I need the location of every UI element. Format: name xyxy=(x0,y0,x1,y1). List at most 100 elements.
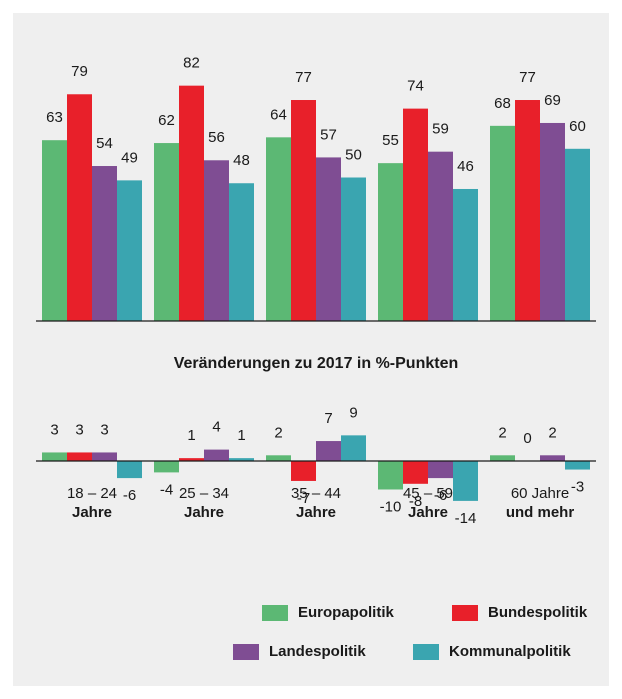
bar xyxy=(266,455,291,461)
bar xyxy=(540,455,565,461)
bar xyxy=(179,458,204,461)
bar xyxy=(229,183,254,321)
value-label: 55 xyxy=(382,132,399,149)
bar xyxy=(204,449,229,461)
value-label: 9 xyxy=(349,404,357,421)
bar xyxy=(117,461,142,479)
x-tick-label: 35 – 44 xyxy=(291,485,341,502)
bar xyxy=(490,455,515,461)
value-label: 1 xyxy=(187,427,195,444)
value-label: 0 xyxy=(523,430,531,447)
bar xyxy=(204,160,229,321)
value-label: 7 xyxy=(324,410,332,427)
bar xyxy=(428,151,453,321)
value-label: 46 xyxy=(457,158,474,175)
bar xyxy=(515,100,540,321)
value-label: 77 xyxy=(519,69,536,86)
legend-swatch xyxy=(413,644,439,660)
bar xyxy=(117,180,142,321)
bar xyxy=(403,108,428,322)
bar xyxy=(316,157,341,321)
value-label: 69 xyxy=(544,92,561,109)
value-label: 56 xyxy=(208,129,225,146)
bar xyxy=(453,188,478,321)
value-label: 49 xyxy=(121,149,138,166)
x-tick-label: Jahre xyxy=(72,504,112,521)
bar xyxy=(92,166,117,321)
x-tick-label: 25 – 34 xyxy=(179,485,229,502)
bar xyxy=(67,94,92,322)
bar xyxy=(428,461,453,479)
bar xyxy=(453,461,478,501)
legend-label: Kommunalpolitik xyxy=(449,643,571,660)
value-label: -6 xyxy=(123,487,136,504)
value-label: 63 xyxy=(46,109,63,126)
value-label: 82 xyxy=(183,55,200,72)
bar xyxy=(42,140,67,321)
bar xyxy=(316,441,341,461)
value-label: 2 xyxy=(274,424,282,441)
value-label: 3 xyxy=(75,421,83,438)
value-label: 74 xyxy=(407,78,424,95)
value-label: 2 xyxy=(498,424,506,441)
legend-swatch xyxy=(233,644,259,660)
bar xyxy=(565,461,590,470)
value-label: 68 xyxy=(494,95,511,112)
bar xyxy=(403,461,428,484)
value-label: 4 xyxy=(212,419,220,436)
value-label: 1 xyxy=(237,427,245,444)
bar xyxy=(341,435,366,461)
value-label: 2 xyxy=(548,424,556,441)
bar xyxy=(378,163,403,321)
value-label: 64 xyxy=(270,106,287,123)
bar xyxy=(154,143,179,321)
value-label: 54 xyxy=(96,135,113,152)
bar xyxy=(565,148,590,321)
legend-label: Landespolitik xyxy=(269,643,366,660)
bar xyxy=(378,461,403,490)
legend-label: Bundespolitik xyxy=(488,604,588,621)
legend-label: Europapolitik xyxy=(298,604,394,621)
bar xyxy=(266,137,291,321)
value-label: -10 xyxy=(380,498,402,515)
bar xyxy=(490,125,515,321)
bar xyxy=(341,177,366,321)
bar xyxy=(229,458,254,461)
x-tick-label: und mehr xyxy=(506,504,574,521)
value-label: -3 xyxy=(571,479,584,496)
bar xyxy=(67,452,92,461)
bar xyxy=(92,452,117,461)
bar xyxy=(42,452,67,461)
value-label: 77 xyxy=(295,69,312,86)
bar xyxy=(154,461,179,473)
bar xyxy=(291,461,316,481)
bar xyxy=(540,122,565,321)
value-label: 79 xyxy=(71,63,88,80)
x-tick-label: Jahre xyxy=(296,504,336,521)
value-label: -4 xyxy=(160,481,173,498)
value-label: 60 xyxy=(569,118,586,135)
value-label: -6 xyxy=(434,487,447,504)
legend-swatch xyxy=(262,605,288,621)
value-label: -7 xyxy=(297,490,310,507)
value-label: -8 xyxy=(409,493,422,510)
value-label: 57 xyxy=(320,126,337,143)
value-label: 59 xyxy=(432,121,449,138)
value-label: 3 xyxy=(50,421,58,438)
chart-subtitle: Veränderungen zu 2017 in %-Punkten xyxy=(174,355,459,372)
x-tick-label: Jahre xyxy=(408,504,448,521)
legend-swatch xyxy=(452,605,478,621)
bar xyxy=(179,85,204,321)
value-label: 3 xyxy=(100,421,108,438)
value-label: 62 xyxy=(158,112,175,129)
x-tick-label: 60 Jahre xyxy=(511,485,569,502)
x-tick-label: 18 – 24 xyxy=(67,485,117,502)
value-label: 50 xyxy=(345,146,362,163)
x-tick-label: Jahre xyxy=(184,504,224,521)
x-tick-label: 45 – 59 xyxy=(403,485,453,502)
value-label: -14 xyxy=(455,510,477,527)
value-label: 48 xyxy=(233,152,250,169)
bar xyxy=(291,100,316,321)
